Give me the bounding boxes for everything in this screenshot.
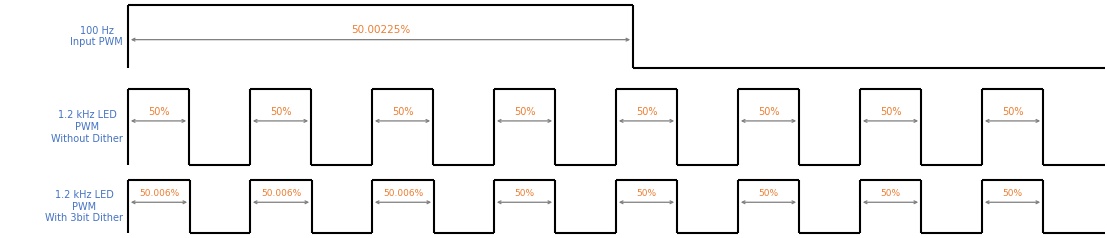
Text: 50%: 50% [1003,189,1023,198]
Text: 50%: 50% [880,107,901,117]
Text: 50.006%: 50.006% [261,189,301,198]
Text: 50%: 50% [270,107,291,117]
Text: 50%: 50% [880,189,901,198]
Text: 100 Hz
Input PWM: 100 Hz Input PWM [70,26,123,47]
Text: 50%: 50% [514,107,536,117]
Text: 50.006%: 50.006% [383,189,423,198]
Text: 50%: 50% [758,107,779,117]
Text: 50%: 50% [637,189,656,198]
Text: 50.006%: 50.006% [138,189,179,198]
Text: 50%: 50% [1002,107,1023,117]
Text: 50%: 50% [758,189,778,198]
Text: 1.2 kHz LED
PWM
With 3bit Dither: 1.2 kHz LED PWM With 3bit Dither [45,190,123,223]
Text: 50%: 50% [147,107,169,117]
Text: 50.00225%: 50.00225% [351,25,410,35]
Text: 1.2 kHz LED
PWM
Without Dither: 1.2 kHz LED PWM Without Dither [51,110,123,144]
Text: 50%: 50% [635,107,658,117]
Text: 50%: 50% [392,107,413,117]
Text: 50%: 50% [515,189,535,198]
